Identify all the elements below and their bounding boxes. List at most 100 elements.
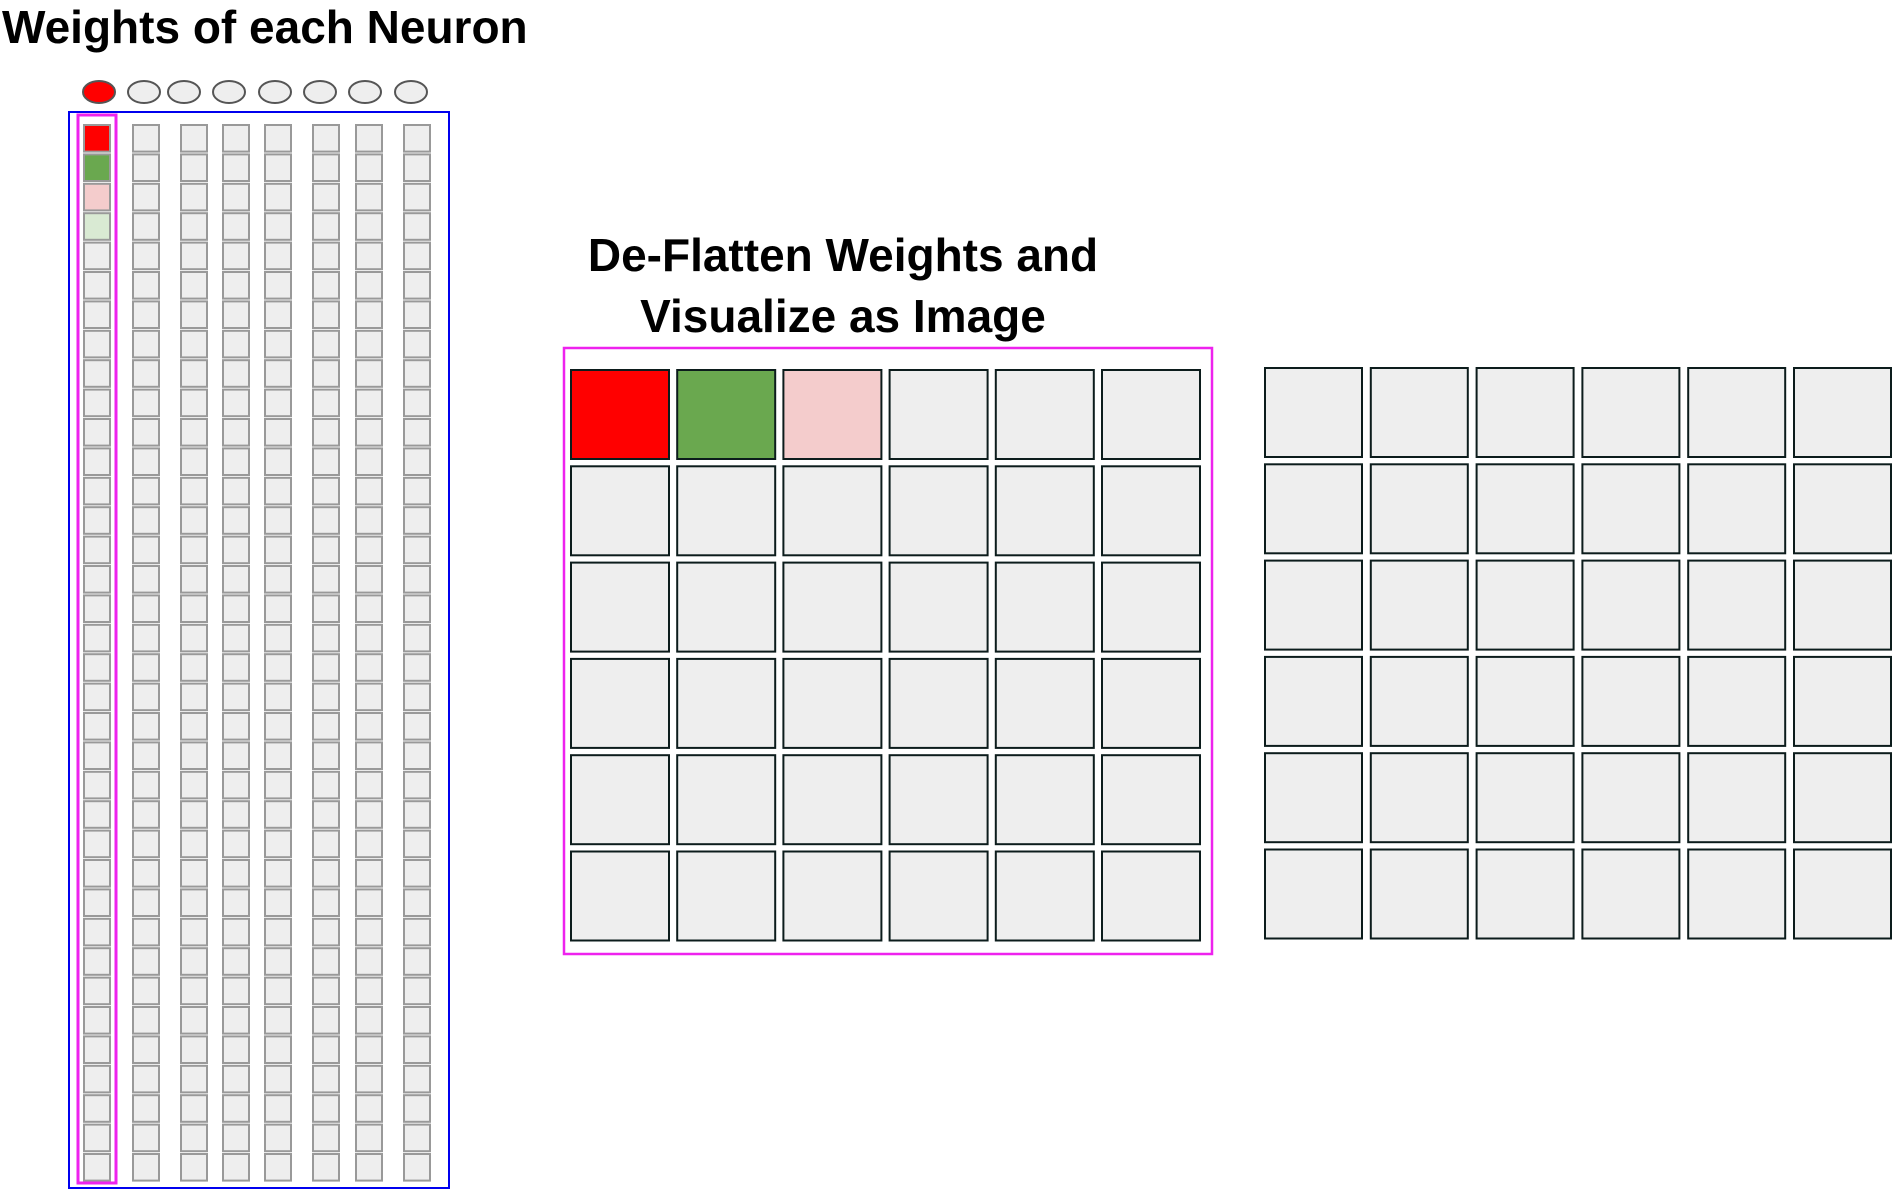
weight-cell [132,712,160,741]
weight-cell [264,388,292,418]
weight-cell [132,535,160,565]
image-grid-cell [1369,367,1469,458]
weight-cell [355,476,383,506]
weight-cell [355,1006,383,1035]
image-grid-cell [1101,754,1201,846]
weight-cell [403,1064,431,1094]
weight-cell [355,594,383,624]
weight-cell [132,300,160,329]
weight-cell [83,476,111,506]
weight-cell [222,506,250,535]
weight-cell [355,241,383,271]
weight-cell [264,829,292,859]
image-grid-cell [1581,752,1681,844]
image-grid-cell [888,657,989,749]
weight-cell [83,506,111,535]
weight-cell [403,447,431,476]
weight-cell [264,241,292,271]
weight-cell [403,653,431,682]
weight-cell [83,623,111,653]
neuron-oval [394,80,428,104]
image-grid-cell [1475,848,1575,940]
image-grid-cell [1264,463,1363,555]
weight-cell [222,859,250,888]
weight-cell [312,212,340,241]
weight-cell [83,418,111,447]
weight-cell [180,359,208,388]
weight-cell [83,1153,111,1182]
weight-cell [355,712,383,741]
weight-cell [403,947,431,976]
weight-cell [222,153,250,182]
weight-cell [222,388,250,418]
weight-cell [180,917,208,947]
weight-cell [83,182,111,212]
weight-cell [264,565,292,594]
weight-cell [132,418,160,447]
weight-cell [403,359,431,388]
weight-cell [264,947,292,976]
weight-cell [222,623,250,653]
weight-cell [132,565,160,594]
weight-cell [312,124,340,153]
weight-cell [355,153,383,182]
weight-cell [403,153,431,182]
weight-cell [180,1153,208,1182]
weight-cell [222,212,250,241]
weight-cell [403,124,431,153]
weight-cell [264,741,292,771]
weight-cell [222,741,250,771]
weight-cell [83,859,111,888]
weight-cell [264,682,292,712]
weight-cell [355,447,383,476]
weight-cell [355,388,383,418]
weight-cell [132,153,160,182]
weight-cell [132,212,160,241]
weight-cell [83,1094,111,1123]
image-grid-cell [994,561,1095,653]
weight-cell [355,124,383,153]
image-grid-cell [888,754,989,846]
weight-cell [180,388,208,418]
image-grid-cell [1687,848,1787,940]
weight-cell [355,1094,383,1123]
weight-cell [355,917,383,947]
weight-cell [83,917,111,947]
weight-cell [83,888,111,918]
image-grid-cell [1687,559,1787,651]
image-grid-cell [1264,752,1363,844]
neuron-oval [303,80,337,104]
weight-cell [355,212,383,241]
weight-cell [355,829,383,859]
weight-cell [222,535,250,565]
weight-cell [312,476,340,506]
weight-cell [180,1006,208,1035]
weight-cell [403,1035,431,1065]
weight-cell [83,329,111,359]
weight-cell [180,859,208,888]
weight-cell [180,1035,208,1065]
weight-cell [132,506,160,535]
neuron-weights-frame [68,111,450,1189]
weight-cell [312,1153,340,1182]
weight-cell [312,1064,340,1094]
weight-cell [180,241,208,271]
weight-cell [312,623,340,653]
weight-cell [264,359,292,388]
weight-cell [355,418,383,447]
image-grid-cell [888,850,989,942]
weight-cell [403,888,431,918]
weight-cell [180,653,208,682]
image-grid-cell [1581,463,1681,555]
weight-cell [180,476,208,506]
weight-cell [132,623,160,653]
weight-cell [264,476,292,506]
weight-cell [132,1035,160,1065]
image-grid-cell [994,465,1095,557]
weight-cell [132,1006,160,1035]
weight-cell [222,241,250,271]
weight-cell [180,329,208,359]
weight-cell [264,1035,292,1065]
weight-cell [403,976,431,1006]
image-grid-cell [1581,559,1681,651]
